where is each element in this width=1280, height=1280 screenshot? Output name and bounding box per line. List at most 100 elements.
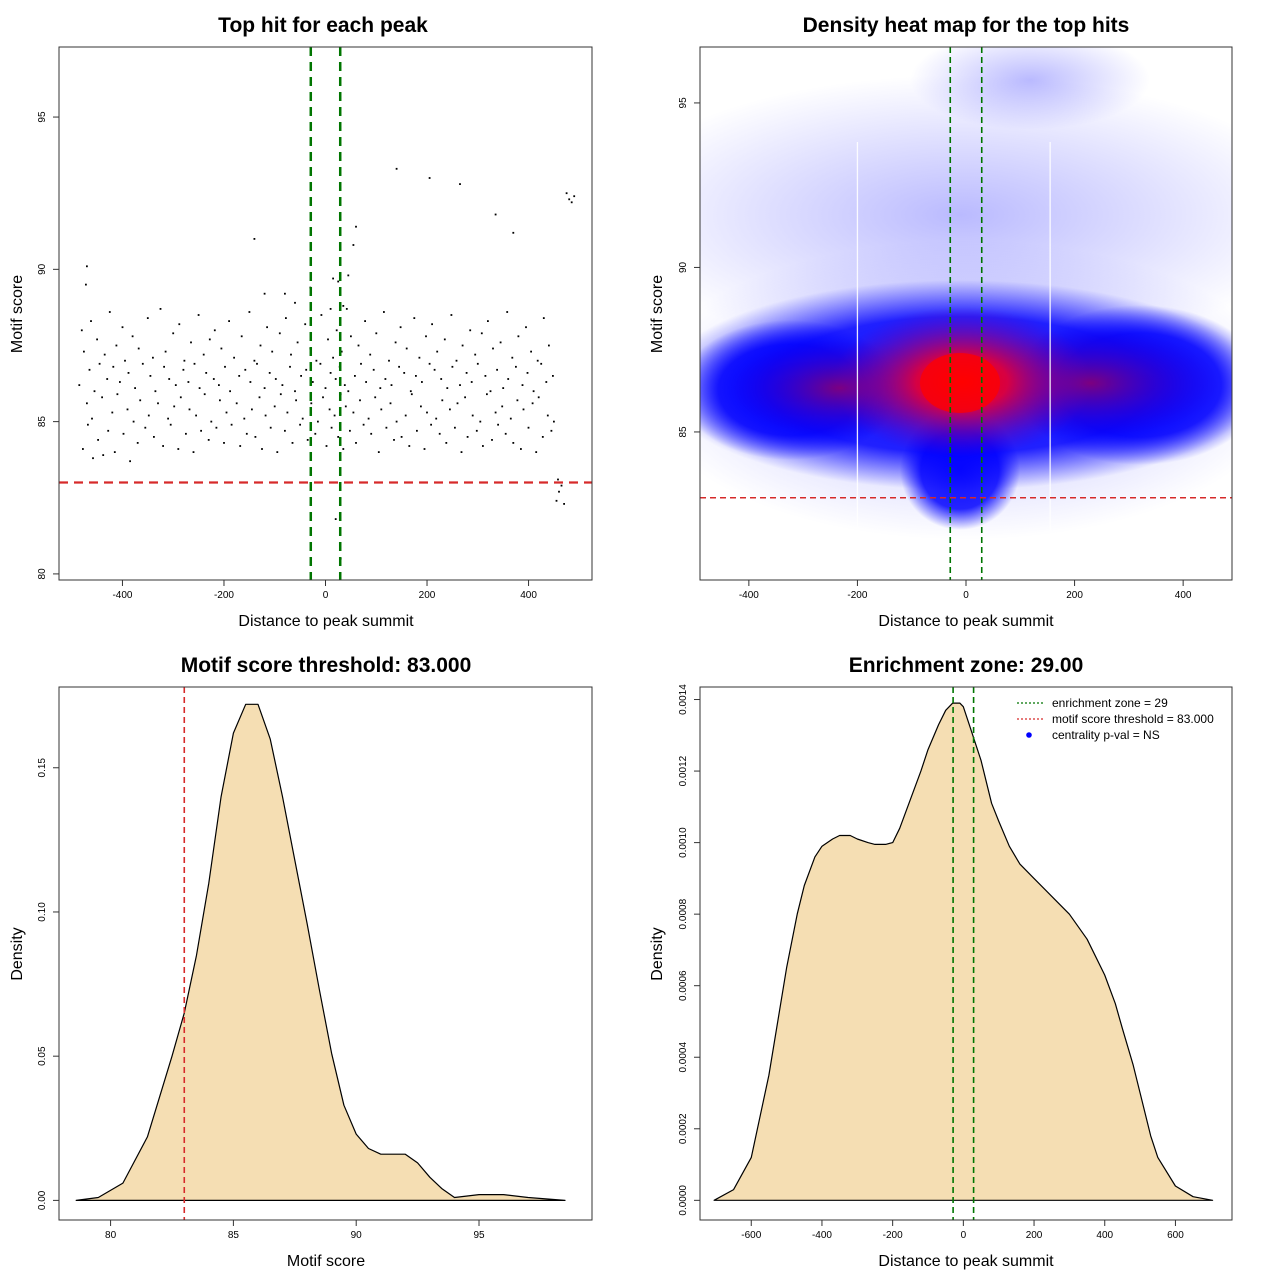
- scatter-point: [542, 317, 545, 319]
- scatter-point: [290, 353, 292, 356]
- scatter-point: [190, 341, 192, 344]
- legend: enrichment zone = 29 motif score thresho…: [1017, 696, 1214, 742]
- scatter-point: [352, 244, 355, 246]
- scatter-point: [413, 317, 416, 319]
- scatter-point: [480, 332, 483, 335]
- scatter-point: [329, 308, 332, 310]
- scatter-point: [420, 405, 422, 408]
- scatter-point: [398, 365, 400, 368]
- scatter-point: [372, 368, 375, 371]
- scatter-point: [233, 356, 235, 359]
- scatter-point: [389, 402, 392, 405]
- scatter-point: [317, 420, 319, 423]
- scatter-point: [310, 402, 313, 405]
- scatter-point: [362, 423, 365, 426]
- scatter-point: [126, 408, 129, 411]
- score-density-xlabel: Motif score: [287, 1253, 365, 1270]
- scatter-point: [324, 387, 327, 389]
- scatter-point: [405, 347, 408, 350]
- scatter-point: [182, 368, 185, 371]
- scatter-point: [409, 390, 412, 393]
- scatter-point: [274, 378, 277, 380]
- scatter-point: [264, 414, 267, 417]
- scatter-point: [337, 280, 340, 283]
- scatter-point: [430, 423, 432, 426]
- scatter-point: [408, 445, 411, 447]
- scatter-point: [531, 402, 534, 405]
- scatter-point: [129, 460, 131, 463]
- scatter-point: [207, 439, 210, 441]
- scatter-point: [455, 359, 458, 362]
- scatter-point: [295, 399, 297, 402]
- heatmap-xtick-label-0: -400: [739, 590, 759, 601]
- scatter-point: [476, 362, 479, 365]
- scatter-point: [404, 414, 407, 417]
- scatter-point: [365, 381, 367, 383]
- distance-density-x-axis: -600 -400 -200 0 200 400 600: [741, 1220, 1184, 1241]
- scatter-point: [461, 344, 464, 347]
- distance-xtick-label-1: -400: [812, 1230, 832, 1241]
- scatter-point: [278, 332, 281, 335]
- scatter-point: [403, 372, 406, 374]
- scatter-point: [315, 359, 318, 362]
- scatter-point: [319, 362, 322, 365]
- scatter-point: [164, 350, 167, 353]
- scatter-point: [491, 439, 493, 441]
- scatter-point: [377, 451, 380, 453]
- scatter-point: [433, 368, 436, 371]
- scatter-point: [106, 378, 109, 380]
- scatter-point: [144, 426, 147, 429]
- scatter-point: [200, 429, 202, 432]
- scatter-point: [187, 381, 190, 383]
- scatter-point: [552, 375, 554, 377]
- scatter-point: [202, 353, 205, 356]
- scatter-point: [230, 423, 233, 426]
- score-density-y-axis: 0.00 0.05 0.10 0.15: [37, 758, 59, 1210]
- scatter-point: [482, 445, 484, 447]
- scatter-point: [119, 381, 121, 383]
- scatter-point: [273, 405, 276, 408]
- scatter-point: [169, 423, 172, 426]
- scatter-point: [299, 423, 301, 426]
- scatter-point: [286, 411, 289, 414]
- scatter-point: [364, 320, 366, 322]
- scatter-point: [369, 353, 372, 356]
- heatmap-density-field: [700, 47, 1232, 580]
- scatter-point: [394, 341, 397, 344]
- scatter-point: [197, 314, 200, 316]
- scatter-point: [203, 393, 206, 396]
- scatter-point: [334, 378, 337, 380]
- scatter-point: [82, 448, 84, 450]
- scatter-point: [163, 365, 165, 368]
- scatter-point: [244, 368, 247, 371]
- scatter-point: [243, 417, 246, 420]
- scatter-xtick-label-0: -400: [112, 590, 132, 601]
- scatter-point: [425, 335, 427, 338]
- scatter-point: [245, 432, 248, 435]
- scatter-point: [540, 362, 543, 365]
- scatter-point: [168, 378, 171, 380]
- scatter-xtick-label-4: 400: [520, 590, 537, 601]
- scatter-point: [342, 448, 345, 450]
- heatmap-peak: [920, 353, 1000, 413]
- scatter-point: [451, 365, 454, 368]
- scatter-point: [141, 362, 144, 365]
- heatmap-y-axis: 85 90 95: [678, 97, 700, 438]
- scatter-point: [487, 320, 489, 322]
- scatter-point: [479, 420, 482, 423]
- scatter-point: [136, 442, 139, 444]
- scatter-point: [465, 372, 468, 374]
- scatter-point: [494, 213, 497, 216]
- scatter-point: [294, 390, 296, 393]
- scatter-point: [399, 326, 402, 329]
- scatter-panel: Top hit for each peak Distance to peak s…: [9, 14, 593, 630]
- score-xtick-label-3: 95: [473, 1230, 485, 1241]
- scatter-point: [460, 451, 463, 453]
- scatter-point: [450, 314, 453, 316]
- scatter-point: [291, 442, 294, 444]
- distance-ytick-label-1: 0.0002: [678, 1113, 689, 1144]
- scatter-point: [484, 375, 487, 377]
- score-density-ylabel: Density: [9, 927, 26, 980]
- scatter-point: [139, 399, 142, 402]
